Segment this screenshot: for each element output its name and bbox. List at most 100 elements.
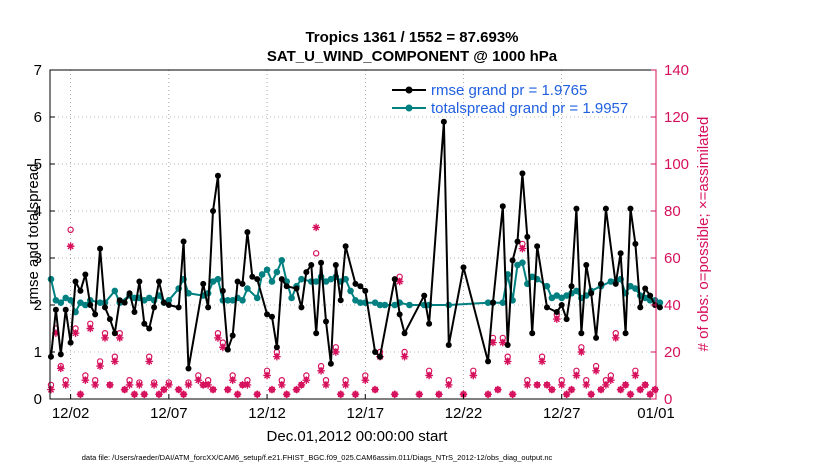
spread-point <box>391 301 399 309</box>
rmse-point <box>141 320 148 327</box>
obs-assimilated-stroke <box>509 391 516 398</box>
rmse-point <box>509 257 516 264</box>
obs-assimilated-stroke <box>77 391 84 398</box>
spread-point <box>263 266 271 274</box>
obs-assimilated-stroke <box>544 381 550 388</box>
x-tick-label: 12/27 <box>543 405 581 422</box>
obs-assimilated-marker <box>228 376 237 385</box>
obs-assimilated-marker <box>508 390 517 399</box>
plot-area <box>50 70 656 399</box>
obs-assimilated-marker <box>562 390 571 399</box>
obs-assimilated-marker <box>253 390 262 399</box>
rmse-point <box>97 245 104 252</box>
y-tick-label: 1 <box>34 344 42 361</box>
obs-assimilated-stroke <box>445 381 452 388</box>
obs-assimilated-marker <box>317 366 325 375</box>
obs-assimilated-marker <box>263 371 271 380</box>
obs-assimilated-stroke <box>116 334 123 341</box>
obs-assimilated-stroke <box>269 386 275 393</box>
obs-assimilated-stroke <box>436 391 442 398</box>
legend-spread-label: totalspread grand pr = 1.9957 <box>431 100 628 117</box>
obs-assimilated-marker <box>243 381 252 389</box>
spread-point <box>244 285 251 292</box>
rmse-point <box>205 304 212 311</box>
rmse-point <box>156 278 163 285</box>
obs-assimilated-marker <box>538 357 546 366</box>
obs-assimilated-stroke <box>553 316 560 323</box>
rmse-point <box>593 334 600 341</box>
y-right-tick-label: 140 <box>664 62 689 79</box>
obs-assimilated-stroke <box>617 386 624 393</box>
rmse-point <box>214 172 221 179</box>
obs-assimilated-stroke <box>568 386 575 393</box>
obs-assimilated-marker <box>331 348 340 356</box>
obs-assimilated-stroke <box>180 391 187 398</box>
obs-assimilated-stroke <box>82 377 89 384</box>
x-tick-label: 12/17 <box>347 405 385 422</box>
obs-assimilated-stroke <box>401 353 408 360</box>
rmse-point <box>303 269 310 276</box>
spread-point <box>82 301 89 309</box>
obs-assimilated-marker <box>125 381 134 389</box>
obs-assimilated-stroke <box>283 391 290 398</box>
spread-point <box>62 294 70 302</box>
rmse-point <box>485 358 492 365</box>
obs-assimilated-marker <box>204 381 213 389</box>
obs-assimilated-stroke <box>146 358 153 365</box>
obs-assimilated-stroke <box>504 358 511 365</box>
y-tick-label: 7 <box>34 62 42 79</box>
obs-assimilated-marker <box>636 385 645 394</box>
obs-assimilated-marker <box>268 385 276 394</box>
obs-assimilated-marker <box>174 385 183 394</box>
obs-assimilated-stroke <box>499 339 506 346</box>
obs-possible-marker <box>67 226 74 233</box>
obs-assimilated-stroke <box>519 245 526 252</box>
obs-assimilated-stroke <box>254 391 261 398</box>
obs-assimilated-marker <box>223 385 232 394</box>
obs-assimilated-marker <box>302 376 311 385</box>
y-right-tick-label: 0 <box>664 391 672 408</box>
rmse-point <box>239 280 246 287</box>
obs-assimilated-marker <box>277 381 286 389</box>
rmse-point <box>342 243 349 250</box>
spread-point <box>96 299 104 306</box>
obs-assimilated-marker <box>135 381 144 389</box>
obs-assimilated-marker <box>272 352 281 361</box>
rmse-point <box>67 339 74 346</box>
obs-assimilated-stroke <box>396 278 403 285</box>
obs-assimilated-stroke <box>136 381 143 388</box>
rmse-point <box>249 273 256 280</box>
rmse-point <box>210 208 217 214</box>
spread-point <box>484 299 492 306</box>
rmse-point <box>234 278 241 285</box>
spread-point <box>381 301 389 309</box>
obs-assimilated-stroke <box>175 386 182 393</box>
obs-assimilated-stroke <box>652 386 658 393</box>
rmse-point <box>558 302 565 308</box>
obs-assimilated-stroke <box>234 391 241 398</box>
rmse-point <box>426 320 433 327</box>
obs-assimilated-marker <box>631 371 640 380</box>
obs-assimilated-marker <box>371 385 379 394</box>
obs-assimilated-stroke <box>352 391 359 398</box>
obs-assimilated-stroke <box>337 391 344 398</box>
rmse-point <box>47 353 54 360</box>
rmse-point <box>268 313 275 320</box>
obs-assimilated-stroke <box>185 381 192 388</box>
spread-point <box>347 287 354 295</box>
obs-assimilated-marker <box>523 381 532 389</box>
obs-assimilated-marker <box>341 381 350 389</box>
rmse-point <box>72 278 79 285</box>
obs-assimilated-stroke <box>205 381 212 388</box>
rmse-point <box>278 276 285 283</box>
obs-assimilated-marker <box>533 381 542 389</box>
rmse-point <box>165 302 172 308</box>
spread-point <box>371 299 379 306</box>
obs-assimilated-marker <box>621 381 630 389</box>
rmse-point <box>583 262 590 269</box>
obs-assimilated-marker <box>194 376 203 385</box>
obs-assimilated-stroke <box>244 381 251 388</box>
y-right-tick-label: 60 <box>664 250 681 267</box>
rmse-point <box>77 287 84 294</box>
